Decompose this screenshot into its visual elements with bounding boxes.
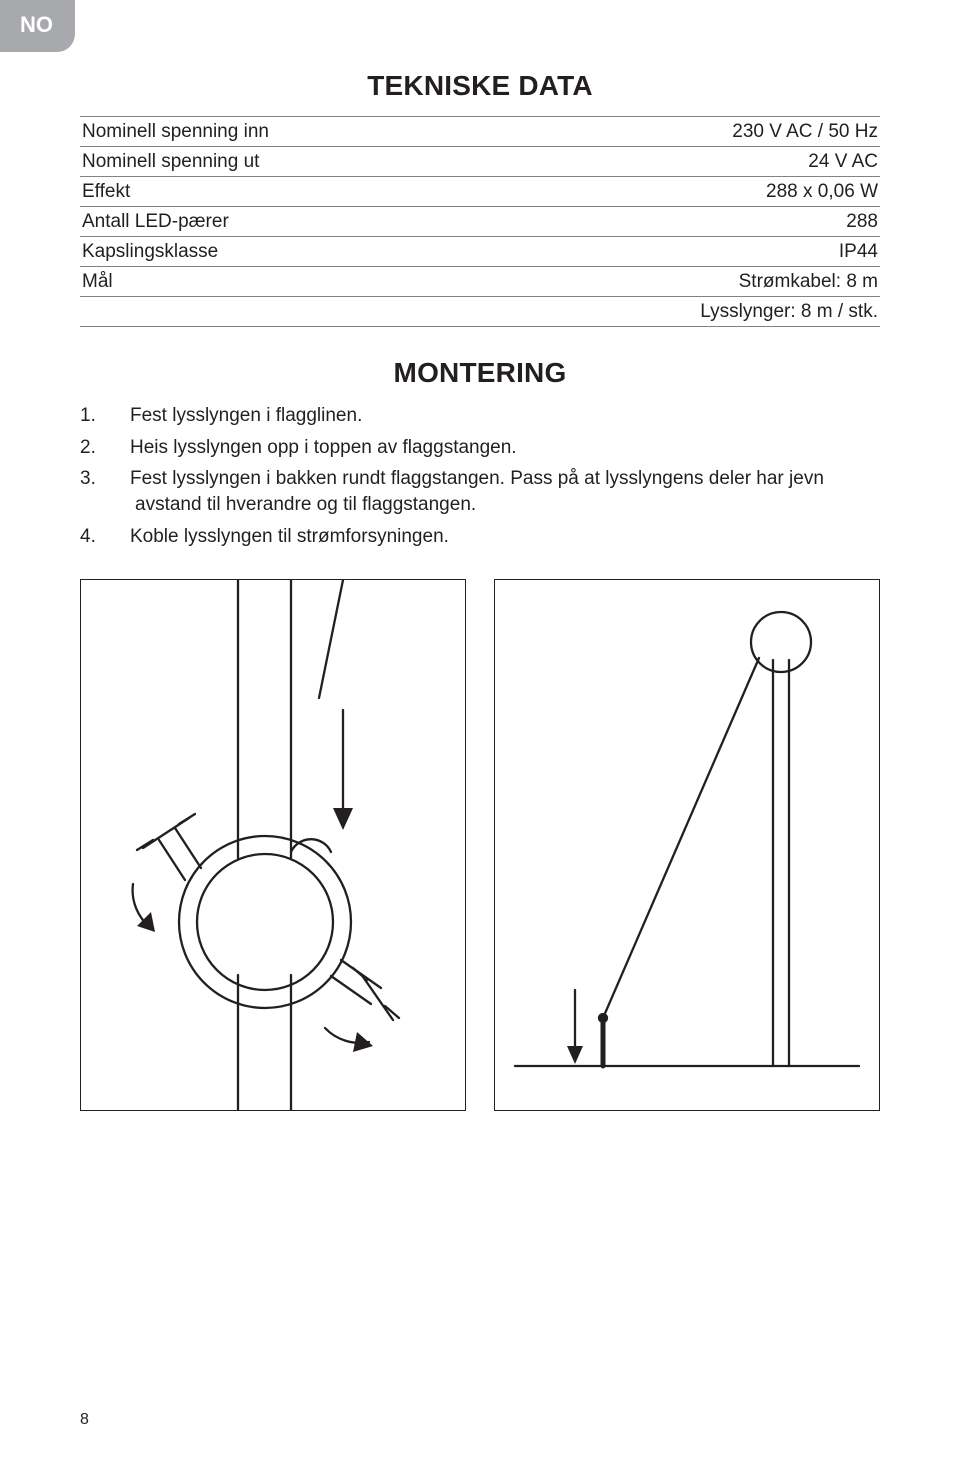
figure-row (80, 579, 880, 1111)
spec-value: IP44 (490, 237, 880, 267)
table-row: Nominell spenning inn 230 V AC / 50 Hz (80, 117, 880, 147)
spec-label: Effekt (80, 177, 490, 207)
spec-table: Nominell spenning inn 230 V AC / 50 Hz N… (80, 116, 880, 327)
list-item: Fest lysslyngen i flagglinen. (80, 403, 880, 429)
spec-label: Nominell spenning ut (80, 147, 490, 177)
table-row: Effekt 288 x 0,06 W (80, 177, 880, 207)
spec-value: Lysslynger: 8 m / stk. (490, 297, 880, 327)
steps-list: Fest lysslyngen i flagglinen. Heis lyssl… (80, 403, 880, 549)
page-content: TEKNISKE DATA Nominell spenning inn 230 … (80, 70, 880, 1111)
spec-value: 24 V AC (490, 147, 880, 177)
table-row: Mål Strømkabel: 8 m (80, 267, 880, 297)
page-number: 8 (80, 1411, 89, 1429)
language-tab: NO (0, 0, 75, 52)
table-row: Kapslingsklasse IP44 (80, 237, 880, 267)
spec-label: Mål (80, 267, 490, 297)
table-row: Antall LED-pærer 288 (80, 207, 880, 237)
list-item: Heis lysslyngen opp i toppen av flaggsta… (80, 435, 880, 461)
spec-value: 230 V AC / 50 Hz (490, 117, 880, 147)
list-item: Koble lysslyngen til strømforsyningen. (80, 524, 880, 550)
spec-label: Kapslingsklasse (80, 237, 490, 267)
spec-label: Antall LED-pærer (80, 207, 490, 237)
list-item: Fest lysslyngen i bakken rundt flaggstan… (80, 466, 880, 517)
section-title-montering: MONTERING (80, 357, 880, 389)
flagpole-diagram-svg (495, 580, 879, 1110)
spec-label: Nominell spenning inn (80, 117, 490, 147)
spec-value: 288 (490, 207, 880, 237)
table-row: Lysslynger: 8 m / stk. (80, 297, 880, 327)
spec-label (80, 297, 490, 327)
figure-clamp-detail (80, 579, 466, 1111)
spec-value: Strømkabel: 8 m (490, 267, 880, 297)
figure-flagpole-overview (494, 579, 880, 1111)
section-title-tekniske-data: TEKNISKE DATA (80, 70, 880, 102)
clamp-diagram-svg (81, 580, 465, 1110)
table-row: Nominell spenning ut 24 V AC (80, 147, 880, 177)
spec-value: 288 x 0,06 W (490, 177, 880, 207)
